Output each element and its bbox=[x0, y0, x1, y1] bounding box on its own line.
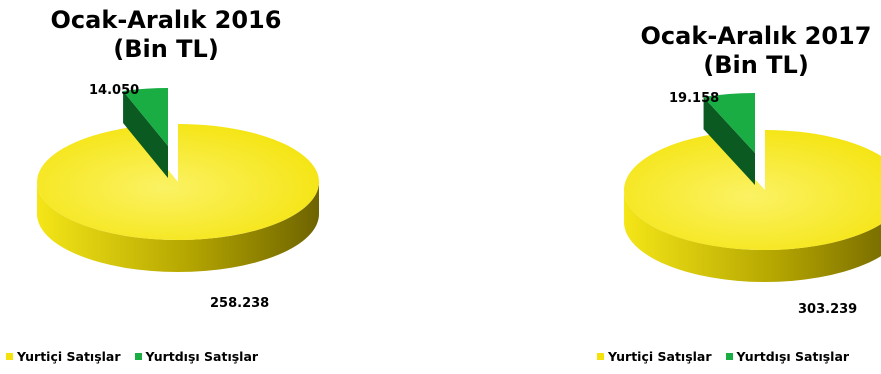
legend-swatch-export bbox=[134, 353, 142, 360]
chart-title-line-1: Ocak-Aralık 2017 bbox=[640, 22, 872, 50]
chart-title-line-2: (Bin TL) bbox=[703, 51, 809, 79]
chart-title-line-1: Ocak-Aralık 2016 bbox=[50, 6, 282, 34]
legend-item-domestic: Yurtiçi Satışlar bbox=[6, 349, 121, 364]
chart-legend: Yurtiçi Satışlar Yurtdışı Satışlar bbox=[6, 349, 258, 364]
pie-side-domestic bbox=[37, 182, 319, 272]
pie-plot-area bbox=[624, 93, 881, 282]
legend-item-export: Yurtdışı Satışlar bbox=[725, 349, 850, 364]
legend-label-domestic: Yurtiçi Satışlar bbox=[17, 349, 121, 364]
data-label-export: 19.158 bbox=[669, 91, 720, 106]
pie-side-domestic bbox=[624, 190, 881, 282]
pie-side-export bbox=[703, 97, 755, 185]
legend-label-export: Yurtdışı Satışlar bbox=[145, 349, 259, 364]
pie-slice-domestic bbox=[624, 130, 881, 250]
chart-title: Ocak-Aralık 2017 (Bin TL) bbox=[590, 22, 881, 80]
pie-slice-export bbox=[123, 88, 168, 146]
pie-side-export bbox=[123, 91, 168, 178]
legend-item-export: Yurtdışı Satışlar bbox=[134, 349, 259, 364]
legend-swatch-export bbox=[725, 353, 733, 360]
pie-slice-domestic bbox=[36, 124, 319, 241]
legend-swatch-domestic bbox=[597, 353, 604, 360]
legend-item-domestic: Yurtiçi Satışlar bbox=[597, 349, 712, 364]
data-label-domestic: 303.239 bbox=[798, 302, 858, 317]
pie-chart-2016: Ocak-Aralık 2016 (Bin TL) 14.050 258.238… bbox=[0, 0, 340, 374]
pie-plot-area bbox=[36, 88, 319, 272]
pie-chart-2017: Ocak-Aralık 2017 (Bin TL) 19.158 303.239… bbox=[590, 0, 881, 374]
chart-title-line-2: (Bin TL) bbox=[113, 35, 219, 63]
chart-legend: Yurtiçi Satışlar Yurtdışı Satışlar bbox=[597, 349, 849, 364]
chart-title: Ocak-Aralık 2016 (Bin TL) bbox=[0, 6, 332, 64]
pie-slice-export bbox=[703, 93, 755, 153]
legend-label-domestic: Yurtiçi Satışlar bbox=[608, 349, 712, 364]
data-label-export: 14.050 bbox=[89, 83, 140, 98]
data-label-domestic: 258.238 bbox=[210, 296, 270, 311]
legend-label-export: Yurtdışı Satışlar bbox=[736, 349, 850, 364]
legend-swatch-domestic bbox=[6, 353, 13, 360]
